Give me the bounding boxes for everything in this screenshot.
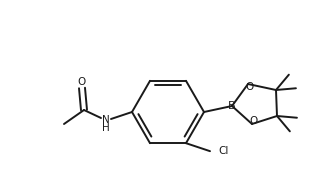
Text: N: N (102, 115, 110, 125)
Text: O: O (78, 77, 86, 87)
Text: O: O (249, 116, 257, 126)
Text: B: B (228, 101, 236, 111)
Text: O: O (245, 82, 253, 92)
Text: Cl: Cl (218, 146, 228, 156)
Text: H: H (102, 123, 110, 133)
